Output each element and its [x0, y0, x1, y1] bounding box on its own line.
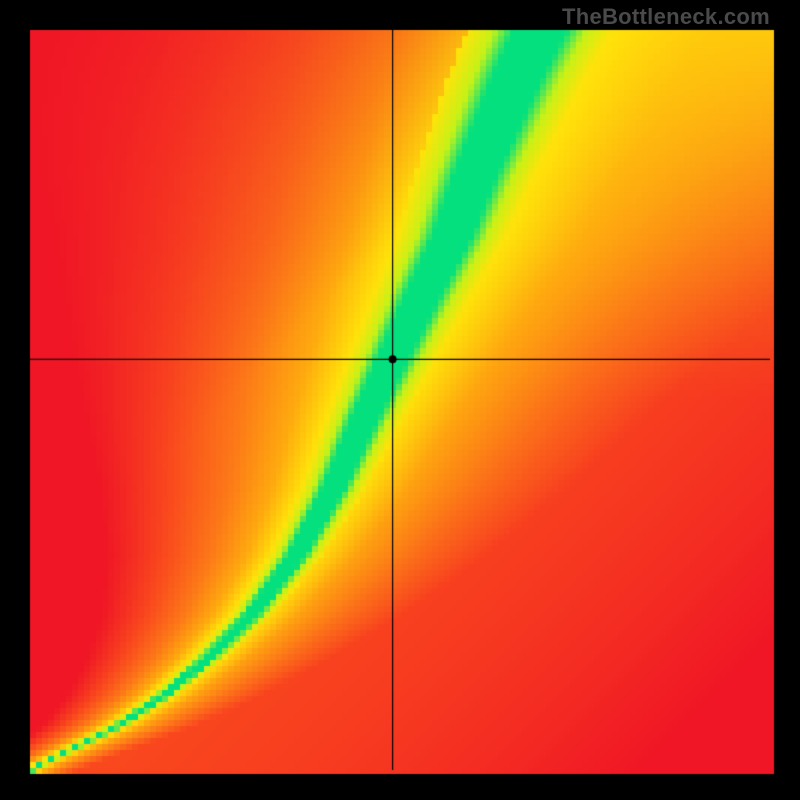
chart-container: TheBottleneck.com: [0, 0, 800, 800]
watermark-text: TheBottleneck.com: [562, 4, 770, 30]
bottleneck-heatmap: [0, 0, 800, 800]
